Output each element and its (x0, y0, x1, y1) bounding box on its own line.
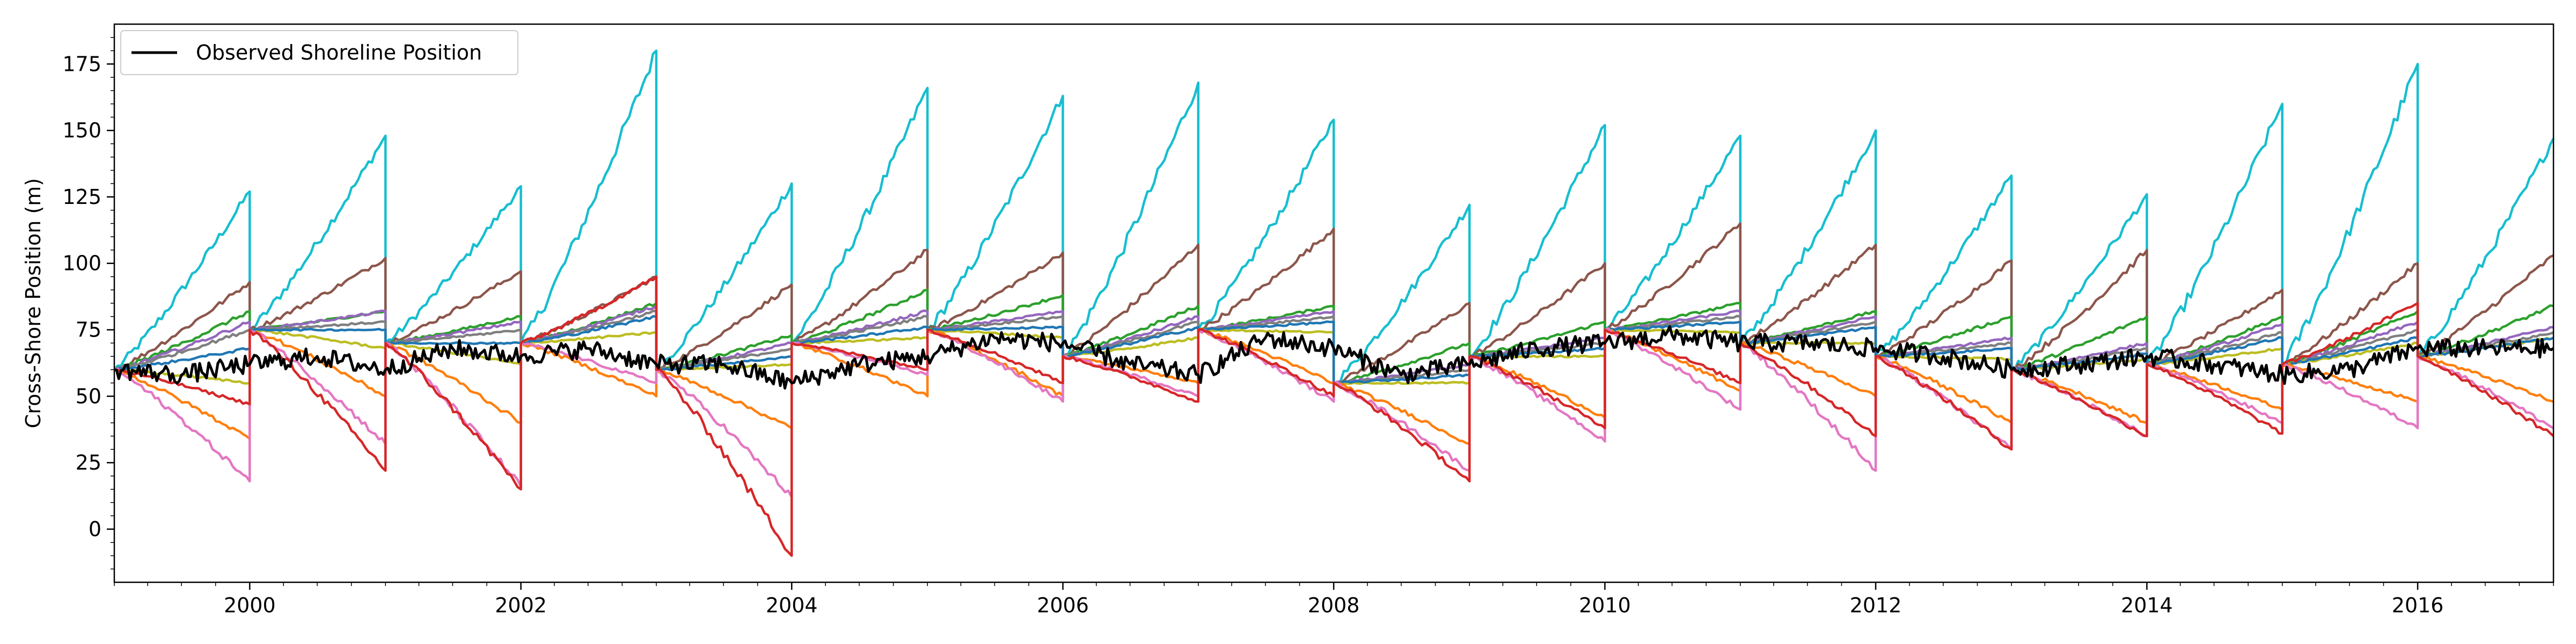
x-tick-label-2008: 2008 (1308, 594, 1360, 617)
x-tick-label-2006: 2006 (1037, 594, 1089, 617)
legend: Observed Shoreline Position (120, 30, 518, 75)
legend-box (120, 30, 518, 75)
y-axis: 0 25 50 75 100 125 150 175 (62, 37, 114, 569)
x-tick-label-2010: 2010 (1579, 594, 1631, 617)
series-layer (113, 49, 2555, 557)
model-series-9 (114, 275, 2555, 557)
x-tick-label-2004: 2004 (766, 594, 818, 617)
x-tick-label-2000: 2000 (224, 594, 276, 617)
y-tick-label-25: 25 (76, 451, 101, 474)
x-tick-label-2016: 2016 (2392, 594, 2444, 617)
legend-label-observed: Observed Shoreline Position (196, 41, 482, 64)
x-tick-label-2014: 2014 (2121, 594, 2173, 617)
y-tick-label-150: 150 (62, 119, 101, 142)
observed-shoreline-line (114, 325, 2555, 390)
y-tick-label-50: 50 (76, 384, 101, 408)
y-tick-label-100: 100 (62, 252, 101, 275)
y-tick-label-175: 175 (62, 52, 101, 76)
y-tick-label-0: 0 (89, 517, 101, 541)
observed-layer (114, 325, 2555, 390)
x-tick-label-2002: 2002 (495, 594, 547, 617)
x-tick-label-2012: 2012 (1850, 594, 1902, 617)
y-tick-label-75: 75 (76, 318, 101, 342)
y-tick-label-125: 125 (62, 185, 101, 209)
y-axis-title: Cross-Shore Position (m) (21, 178, 45, 428)
x-axis: 2000 2002 2004 2006 2008 2010 2012 2014 2016 (114, 582, 2554, 617)
